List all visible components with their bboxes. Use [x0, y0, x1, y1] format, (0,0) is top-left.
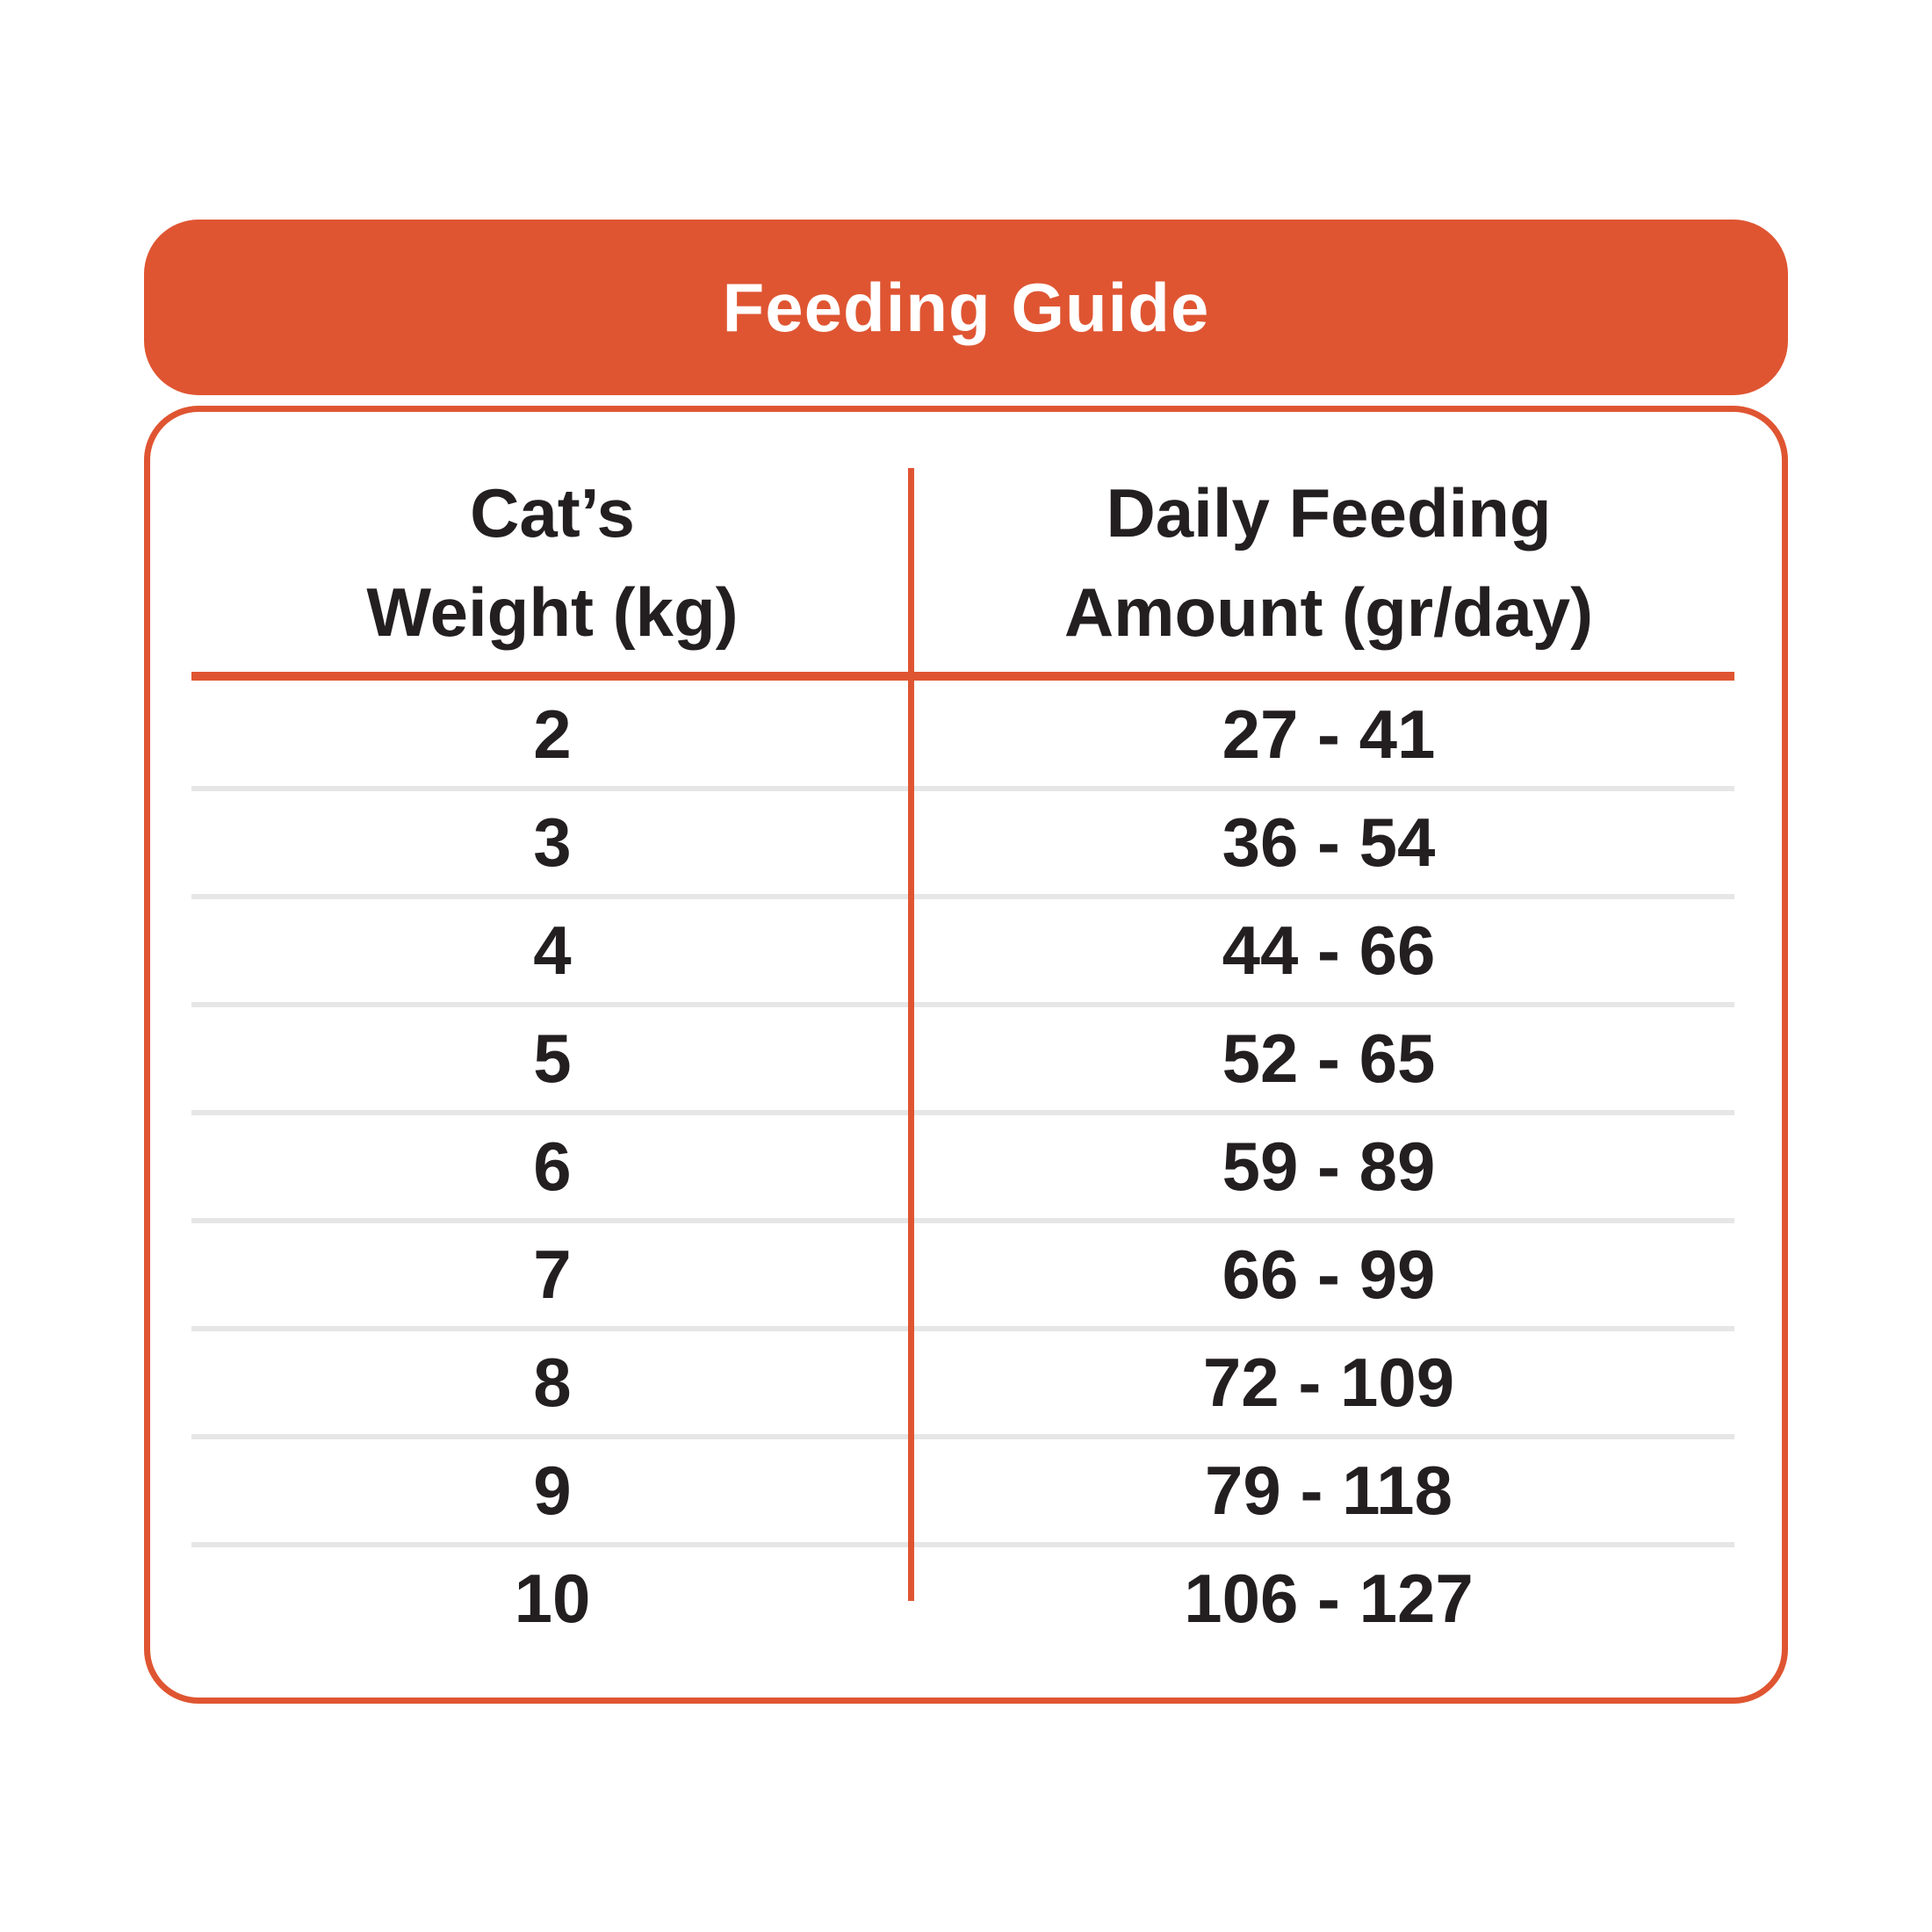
col-header-daily-feeding: Daily Feeding Amount (gr/day) [955, 464, 1782, 672]
table-row: 10 106 - 127 [150, 1542, 1782, 1653]
page-title: Feeding Guide [722, 268, 1210, 346]
table-row: 2 27 - 41 [150, 681, 1782, 789]
cell-weight: 7 [533, 1236, 572, 1313]
column-divider-line [908, 468, 914, 1601]
cell-amount: 27 - 41 [1222, 696, 1436, 773]
table-row: 7 66 - 99 [150, 1218, 1782, 1329]
table-row: 5 52 - 65 [150, 1002, 1782, 1113]
table-row: 4 44 - 66 [150, 894, 1782, 1005]
header-underline [191, 672, 1734, 681]
cell-weight: 2 [533, 696, 572, 773]
cell-amount: 44 - 66 [1222, 912, 1436, 989]
table-row: 8 72 - 109 [150, 1326, 1782, 1437]
cell-amount: 66 - 99 [1222, 1236, 1436, 1313]
col-header-daily-feeding-line2: Amount (gr/day) [1063, 573, 1594, 651]
cell-amount: 59 - 89 [1222, 1128, 1436, 1205]
cell-weight: 10 [514, 1560, 591, 1637]
cell-weight: 8 [533, 1344, 572, 1421]
cell-weight: 6 [533, 1128, 572, 1205]
col-header-daily-feeding-line1: Daily Feeding [1106, 474, 1552, 551]
col-header-cats-weight: Cat’s Weight (kg) [150, 464, 955, 672]
cell-weight: 4 [533, 912, 572, 989]
table-row: 6 59 - 89 [150, 1110, 1782, 1221]
cell-amount: 36 - 54 [1222, 804, 1436, 881]
cell-amount: 106 - 127 [1184, 1560, 1474, 1637]
table-header-row: Cat’s Weight (kg) Daily Feeding Amount (… [150, 412, 1782, 672]
feeding-guide-header: Feeding Guide [144, 220, 1788, 395]
col-header-cats-weight-line1: Cat’s [470, 474, 635, 551]
cell-amount: 52 - 65 [1222, 1020, 1436, 1097]
table-row: 9 79 - 118 [150, 1434, 1782, 1545]
cell-weight: 9 [533, 1452, 572, 1529]
col-header-cats-weight-line2: Weight (kg) [366, 573, 739, 651]
cell-amount: 72 - 109 [1202, 1344, 1455, 1421]
table-row: 3 36 - 54 [150, 786, 1782, 897]
cell-amount: 79 - 118 [1205, 1452, 1453, 1529]
table-body: 2 27 - 41 3 36 - 54 4 44 - 66 5 52 - 65 … [150, 681, 1782, 1653]
cell-weight: 3 [533, 804, 572, 881]
cell-weight: 5 [533, 1020, 572, 1097]
feeding-table: Cat’s Weight (kg) Daily Feeding Amount (… [144, 406, 1788, 1704]
